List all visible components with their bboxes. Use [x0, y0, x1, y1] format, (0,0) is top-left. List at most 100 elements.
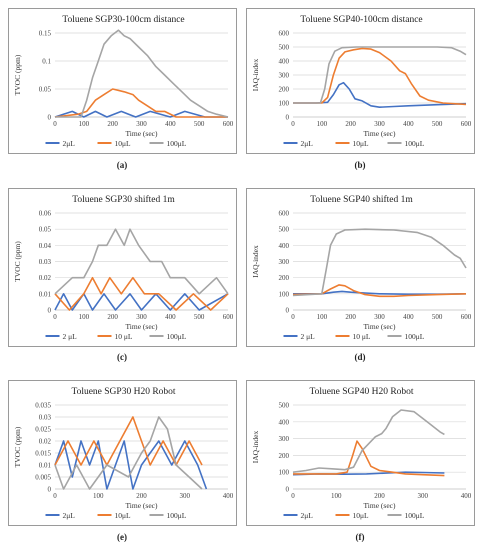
x-tick-label: 300	[136, 120, 147, 128]
x-tick-label: 100	[331, 492, 342, 500]
y-tick-label: 0.03	[39, 414, 52, 422]
x-axis-label: Time (sec)	[125, 129, 158, 138]
x-tick-label: 500	[194, 120, 205, 128]
series-line-100l	[55, 29, 229, 118]
x-tick-label: 0	[291, 313, 295, 321]
x-axis-label: Time (sec)	[125, 501, 158, 510]
chart-svg-d: Toluene SGP40 shifted 1m 0 100 200 300 400 500…	[251, 194, 472, 341]
y-tick-label: 200	[279, 274, 290, 282]
legend-label-10l: 10μL	[353, 139, 370, 148]
x-tick-label: 400	[165, 120, 176, 128]
x-tick-label: 300	[374, 313, 385, 321]
y-axis-label: TVOC (ppm)	[13, 54, 22, 95]
series-line-10l	[54, 88, 228, 118]
caption-f: (f)	[355, 532, 365, 542]
legend-label-100l: 100μL	[167, 332, 187, 341]
chart-title: Toluene SGP40 shifted 1m	[310, 194, 413, 205]
y-tick-label: 0.15	[39, 30, 52, 38]
y-tick-label: 200	[279, 86, 290, 94]
x-axis-label: Time (sec)	[363, 322, 396, 331]
series-line-100l	[54, 416, 203, 490]
x-tick-label: 600	[461, 120, 472, 128]
y-tick-label: 0.005	[35, 474, 51, 482]
x-tick-label: 200	[345, 313, 356, 321]
x-tick-label: 400	[165, 313, 176, 321]
y-tick-label: 500	[279, 402, 290, 410]
x-tick-label: 100	[93, 492, 104, 500]
x-tick-label: 100	[317, 313, 328, 321]
x-axis-label: Time (sec)	[363, 501, 396, 510]
y-axis-label: IAQ-index	[251, 245, 260, 278]
y-tick-label: 0.04	[39, 242, 52, 250]
x-tick-label: 500	[194, 313, 205, 321]
y-tick-label: 0.05	[39, 86, 52, 94]
series-line-2l	[54, 293, 229, 311]
y-tick-label: 300	[279, 258, 290, 266]
x-tick-label: 100	[79, 120, 90, 128]
chart-title: Toluene SGP40 H20 Robot	[309, 387, 413, 397]
y-tick-label: 0.01	[39, 462, 52, 470]
y-tick-label: 400	[279, 418, 290, 426]
series-line-10l	[293, 47, 467, 106]
x-tick-label: 200	[107, 120, 118, 128]
series-line-100l	[293, 46, 467, 104]
x-tick-label: 200	[345, 120, 356, 128]
chart-title: Toluene SGP30 shifted 1m	[72, 194, 175, 205]
y-tick-label: 600	[279, 210, 290, 218]
series-line-10l	[54, 276, 229, 311]
y-axis-label: IAQ-index	[251, 431, 260, 464]
y-axis-label: TVOC (ppm)	[13, 241, 22, 282]
caption-d: (d)	[354, 352, 366, 362]
y-tick-label: 100	[279, 100, 290, 108]
x-tick-label: 300	[136, 313, 147, 321]
x-tick-label: 0	[53, 120, 57, 128]
series-line-100l	[292, 409, 445, 473]
chart-title: Toluene SGP40-100cm distance	[300, 15, 422, 25]
caption-e: (e)	[117, 532, 127, 542]
x-tick-label: 0	[291, 492, 295, 500]
chart-svg-c: Toluene SGP30 shifted 1m 0 0.01 0.02 0.03 0.0…	[13, 194, 234, 341]
legend-label-100l: 100μL	[405, 139, 425, 148]
chart-panel-c: Toluene SGP30 shifted 1m 0 0.01 0.02 0.03 0.0…	[8, 188, 237, 347]
y-tick-label: 0	[286, 114, 290, 122]
y-tick-label: 0	[48, 114, 52, 122]
y-tick-label: 500	[279, 226, 290, 234]
series-line-2l	[293, 81, 467, 108]
x-tick-label: 500	[432, 313, 443, 321]
y-tick-label: 0.05	[39, 226, 52, 234]
y-tick-label: 0	[286, 307, 290, 315]
x-tick-label: 100	[79, 313, 90, 321]
legend-label-2l: 2μL	[63, 511, 76, 520]
x-tick-label: 200	[136, 492, 147, 500]
legend-label-100l: 100μL	[167, 511, 187, 520]
x-axis-label: Time (sec)	[125, 322, 158, 331]
y-tick-label: 300	[279, 72, 290, 80]
x-tick-label: 400	[461, 492, 472, 500]
y-axis-label: TVOC (ppm)	[13, 426, 22, 467]
chart-panel-d: Toluene SGP40 shifted 1m 0 100 200 300 400 500…	[246, 188, 475, 347]
legend-label-2l: 2μL	[301, 511, 314, 520]
x-tick-label: 600	[461, 313, 472, 321]
legend-label-2l: 2μL	[301, 139, 314, 148]
y-tick-label: 0.06	[39, 210, 52, 218]
caption-b: (b)	[354, 160, 366, 170]
x-tick-label: 600	[223, 120, 234, 128]
y-tick-label: 200	[279, 452, 290, 460]
legend-label-10l: 10μL	[115, 139, 132, 148]
series-line-100l	[292, 228, 467, 297]
x-tick-label: 0	[291, 120, 295, 128]
y-tick-label: 0.015	[35, 450, 51, 458]
legend-label-100l: 100μL	[405, 332, 425, 341]
y-tick-label: 300	[279, 435, 290, 443]
legend-label-2l: 2 μL	[301, 332, 316, 341]
x-tick-label: 0	[53, 492, 57, 500]
series-line-2l	[54, 440, 208, 490]
x-tick-label: 500	[432, 120, 443, 128]
chart-svg-a: Toluene SGP30-100cm distance 0 0.05 0.1 0.15…	[13, 15, 234, 148]
y-tick-label: 0.1	[42, 58, 51, 66]
caption-a: (a)	[116, 160, 128, 170]
chart-panel-b: Toluene SGP40-100cm distance 0 100 200 300 40…	[246, 8, 475, 154]
x-tick-label: 400	[403, 313, 414, 321]
series-line-100l	[54, 228, 229, 295]
chart-panel-a: Toluene SGP30-100cm distance 0 0.05 0.1 0.15…	[8, 8, 237, 154]
